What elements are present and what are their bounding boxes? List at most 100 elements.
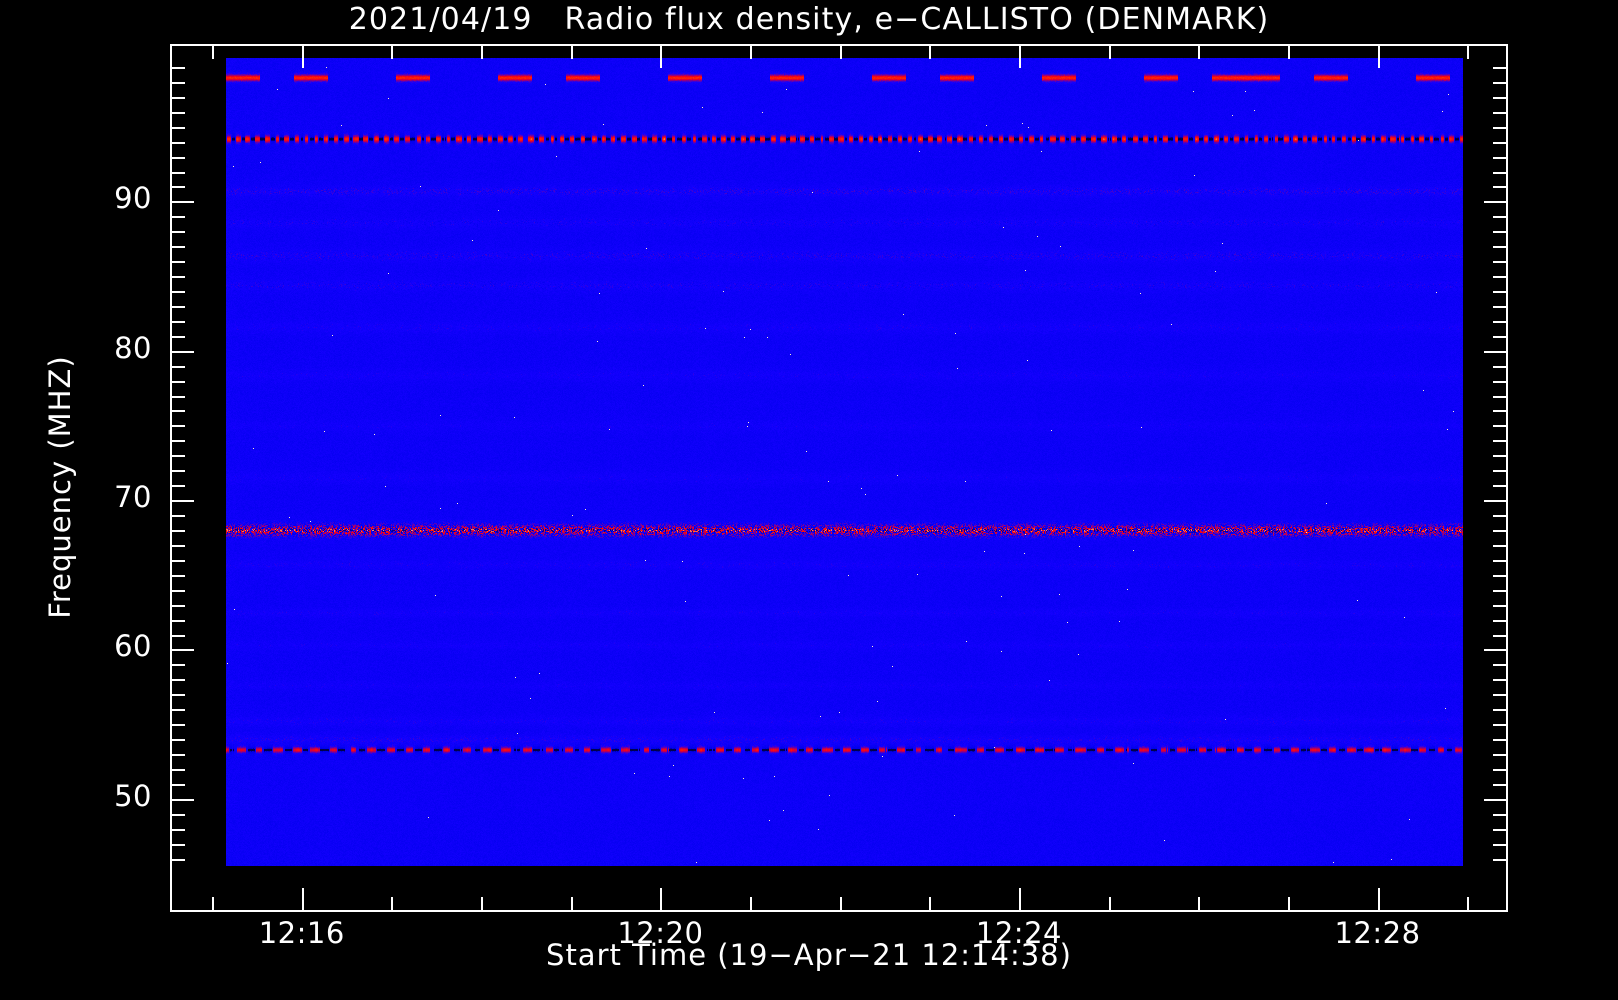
y-minor-tick-right-54 (1493, 739, 1506, 741)
x-minor-tick (1198, 897, 1200, 910)
y-minor-tick-93 (172, 157, 185, 159)
y-minor-tick-right-95 (1493, 127, 1506, 129)
y-minor-tick-right-93 (1493, 157, 1506, 159)
x-major-tick-top (302, 46, 304, 68)
x-minor-tick-top (571, 46, 573, 59)
y-minor-tick-57 (172, 694, 185, 696)
y-minor-tick-right-68 (1493, 530, 1506, 532)
y-minor-tick-51 (172, 784, 185, 786)
x-minor-tick-top (1198, 46, 1200, 59)
x-major-tick (660, 888, 662, 910)
y-minor-tick-92 (172, 172, 185, 174)
y-minor-tick-88 (172, 231, 185, 233)
y-major-tick-60 (172, 649, 194, 651)
x-tick-label-12-28: 12:28 (1334, 916, 1421, 950)
y-minor-tick-right-51 (1493, 784, 1506, 786)
y-minor-tick-right-55 (1493, 724, 1506, 726)
y-minor-tick-right-52 (1493, 769, 1506, 771)
y-minor-tick-right-96 (1493, 112, 1506, 114)
x-minor-tick-top (840, 46, 842, 59)
x-major-tick-top (660, 46, 662, 68)
y-minor-tick-79 (172, 366, 185, 368)
x-tick-label-12-16: 12:16 (258, 916, 345, 950)
x-minor-tick (929, 897, 931, 910)
y-minor-tick-right-94 (1493, 142, 1506, 144)
y-minor-tick-49 (172, 814, 185, 816)
y-minor-tick-right-85 (1493, 276, 1506, 278)
y-minor-tick-46 (172, 859, 185, 861)
y-minor-tick-right-56 (1493, 709, 1506, 711)
x-tick-label-12-20: 12:20 (617, 916, 704, 950)
y-minor-tick-94 (172, 142, 185, 144)
y-minor-tick-95 (172, 127, 185, 129)
y-minor-tick-65 (172, 575, 185, 577)
x-minor-tick (750, 897, 752, 910)
y-minor-tick-78 (172, 381, 185, 383)
y-minor-tick-right-66 (1493, 560, 1506, 562)
y-minor-tick-86 (172, 261, 185, 263)
x-tick-label-12-24: 12:24 (975, 916, 1062, 950)
y-tick-label-80: 80 (114, 330, 152, 365)
y-minor-tick-right-91 (1493, 186, 1506, 188)
y-minor-tick-right-59 (1493, 664, 1506, 666)
y-minor-tick-52 (172, 769, 185, 771)
x-minor-tick (391, 897, 393, 910)
y-minor-tick-right-49 (1493, 814, 1506, 816)
y-minor-tick-97 (172, 97, 185, 99)
plot-frame (170, 44, 1508, 912)
y-major-tick-50 (172, 799, 194, 801)
y-minor-tick-right-82 (1493, 321, 1506, 323)
x-minor-tick (481, 897, 483, 910)
x-major-tick (1378, 888, 1380, 910)
y-minor-tick-right-61 (1493, 635, 1506, 637)
x-minor-tick-top (929, 46, 931, 59)
y-minor-tick-right-64 (1493, 590, 1506, 592)
y-major-tick-right-70 (1484, 500, 1506, 502)
y-minor-tick-76 (172, 410, 185, 412)
y-major-tick-right-90 (1484, 201, 1506, 203)
x-minor-tick-top (212, 46, 214, 59)
y-minor-tick-87 (172, 246, 185, 248)
y-major-tick-90 (172, 201, 194, 203)
y-minor-tick-right-71 (1493, 485, 1506, 487)
y-minor-tick-right-63 (1493, 605, 1506, 607)
y-tick-label-70: 70 (114, 480, 152, 515)
x-minor-tick-top (481, 46, 483, 59)
y-minor-tick-55 (172, 724, 185, 726)
y-minor-tick-right-75 (1493, 425, 1506, 427)
y-minor-tick-67 (172, 545, 185, 547)
x-minor-tick-top (1109, 46, 1111, 59)
y-minor-tick-right-97 (1493, 97, 1506, 99)
y-minor-tick-right-67 (1493, 545, 1506, 547)
y-minor-tick-61 (172, 635, 185, 637)
y-minor-tick-71 (172, 485, 185, 487)
y-minor-tick-right-81 (1493, 336, 1506, 338)
y-minor-tick-62 (172, 620, 185, 622)
y-minor-tick-right-69 (1493, 515, 1506, 517)
y-minor-tick-53 (172, 754, 185, 756)
x-minor-tick-top (391, 46, 393, 59)
y-minor-tick-73 (172, 455, 185, 457)
y-minor-tick-89 (172, 216, 185, 218)
y-minor-tick-right-62 (1493, 620, 1506, 622)
y-minor-tick-83 (172, 306, 185, 308)
spectrogram-canvas (226, 58, 1463, 866)
page-title: 2021/04/19 Radio flux density, e−CALLIST… (348, 2, 1270, 37)
y-minor-tick-right-76 (1493, 410, 1506, 412)
y-minor-tick-right-98 (1493, 82, 1506, 84)
y-minor-tick-right-65 (1493, 575, 1506, 577)
y-major-tick-70 (172, 500, 194, 502)
x-axis-title: Start Time (19−Apr−21 12:14:38) (546, 938, 1072, 972)
y-minor-tick-82 (172, 321, 185, 323)
y-minor-tick-right-88 (1493, 231, 1506, 233)
y-minor-tick-47 (172, 844, 185, 846)
y-minor-tick-right-77 (1493, 396, 1506, 398)
y-minor-tick-right-74 (1493, 440, 1506, 442)
y-major-tick-right-60 (1484, 649, 1506, 651)
y-minor-tick-right-83 (1493, 306, 1506, 308)
y-minor-tick-77 (172, 396, 185, 398)
x-minor-tick-top (1467, 46, 1469, 59)
x-minor-tick (1109, 897, 1111, 910)
y-axis-title: Frequency (MHZ) (43, 355, 77, 619)
